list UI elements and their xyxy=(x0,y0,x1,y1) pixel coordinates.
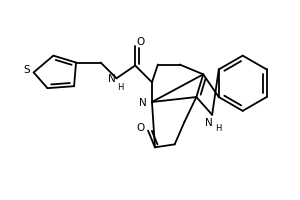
Text: S: S xyxy=(23,65,30,75)
Text: O: O xyxy=(136,37,144,47)
Text: H: H xyxy=(215,124,221,133)
Text: N: N xyxy=(139,98,147,108)
Text: N: N xyxy=(108,74,116,84)
Text: O: O xyxy=(136,123,144,133)
Text: H: H xyxy=(117,83,124,92)
Text: N: N xyxy=(205,118,213,128)
